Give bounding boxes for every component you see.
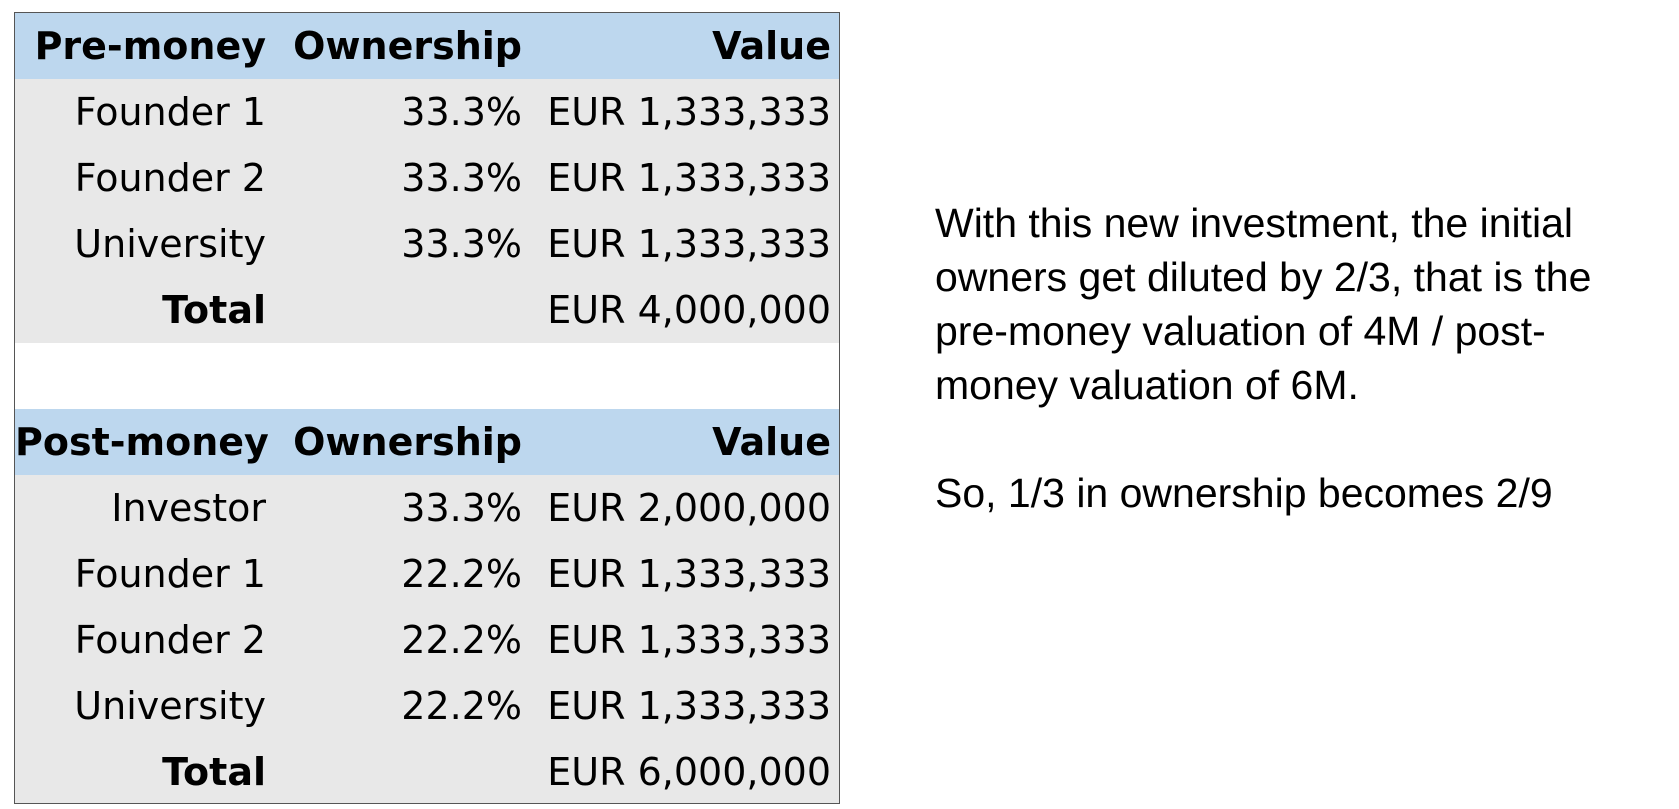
total-label: Total xyxy=(15,277,280,343)
explanation-paragraph: With this new investment, the initial ow… xyxy=(935,200,1592,408)
holder-name: University xyxy=(15,673,280,739)
holder-value: EUR 2,000,000 xyxy=(532,475,839,541)
holder-ownership: 33.3% xyxy=(280,211,532,277)
table-row: Founder 1 33.3% EUR 1,333,333 xyxy=(15,79,839,145)
post-money-header-value: Value xyxy=(532,409,839,475)
total-value: EUR 4,000,000 xyxy=(532,277,839,343)
holder-ownership: 22.2% xyxy=(280,607,532,673)
post-money-total-row: Total EUR 6,000,000 xyxy=(15,739,839,803)
explanation-text: With this new investment, the initial ow… xyxy=(935,196,1665,520)
pre-money-header-row: Pre-money Ownership Value xyxy=(15,13,839,79)
holder-value: EUR 1,333,333 xyxy=(532,145,839,211)
table-row: University 22.2% EUR 1,333,333 xyxy=(15,673,839,739)
holder-name: University xyxy=(15,211,280,277)
pre-money-header-label: Pre-money xyxy=(15,13,280,79)
holder-name: Founder 2 xyxy=(15,607,280,673)
holder-value: EUR 1,333,333 xyxy=(532,541,839,607)
holder-value: EUR 1,333,333 xyxy=(532,673,839,739)
total-label: Total xyxy=(15,739,280,803)
total-value: EUR 6,000,000 xyxy=(532,739,839,803)
table-row: University 33.3% EUR 1,333,333 xyxy=(15,211,839,277)
holder-name: Founder 2 xyxy=(15,145,280,211)
post-money-header-label: Post-money xyxy=(15,409,280,475)
pre-money-header-ownership: Ownership xyxy=(280,13,532,79)
holder-ownership: 33.3% xyxy=(280,79,532,145)
holder-value: EUR 1,333,333 xyxy=(532,211,839,277)
ownership-table: Pre-money Ownership Value Founder 1 33.3… xyxy=(15,13,839,803)
table-row: Founder 1 22.2% EUR 1,333,333 xyxy=(15,541,839,607)
holder-ownership: 22.2% xyxy=(280,673,532,739)
holder-ownership: 33.3% xyxy=(280,145,532,211)
table-row: Investor 33.3% EUR 2,000,000 xyxy=(15,475,839,541)
holder-ownership: 33.3% xyxy=(280,475,532,541)
post-money-header-ownership: Ownership xyxy=(280,409,532,475)
pre-money-total-row: Total EUR 4,000,000 xyxy=(15,277,839,343)
total-ownership xyxy=(280,739,532,803)
post-money-header-row: Post-money Ownership Value xyxy=(15,409,839,475)
section-spacer xyxy=(15,343,839,409)
holder-name: Founder 1 xyxy=(15,79,280,145)
cap-table: Pre-money Ownership Value Founder 1 33.3… xyxy=(14,12,840,804)
holder-value: EUR 1,333,333 xyxy=(532,79,839,145)
table-row: Founder 2 33.3% EUR 1,333,333 xyxy=(15,145,839,211)
holder-ownership: 22.2% xyxy=(280,541,532,607)
holder-name: Investor xyxy=(15,475,280,541)
table-row: Founder 2 22.2% EUR 1,333,333 xyxy=(15,607,839,673)
conclusion-paragraph: So, 1/3 in ownership becomes 2/9 xyxy=(935,470,1553,516)
pre-money-header-value: Value xyxy=(532,13,839,79)
holder-name: Founder 1 xyxy=(15,541,280,607)
total-ownership xyxy=(280,277,532,343)
holder-value: EUR 1,333,333 xyxy=(532,607,839,673)
